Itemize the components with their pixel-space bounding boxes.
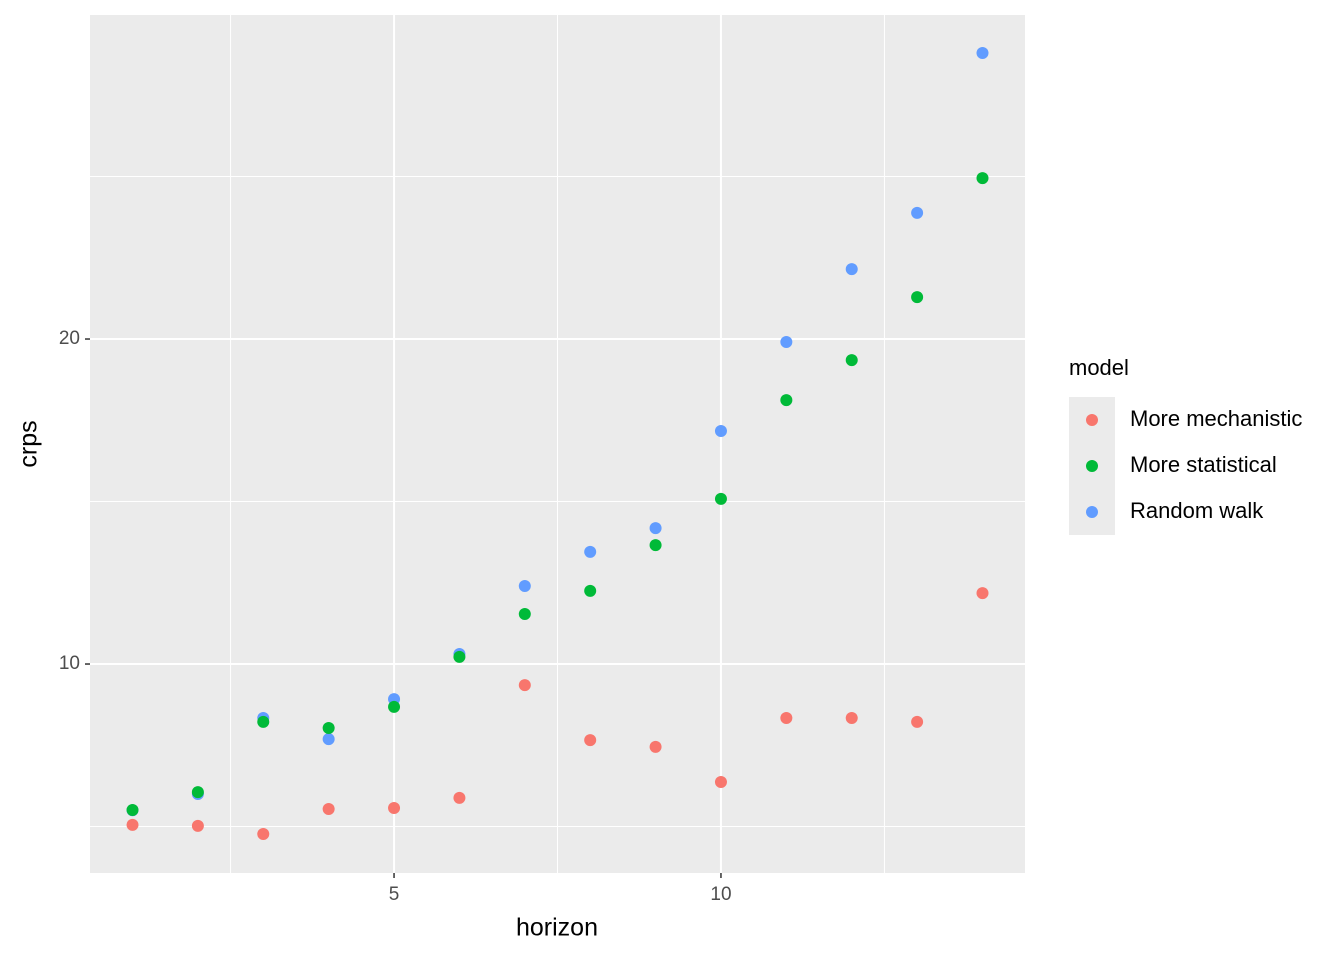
- point: [976, 172, 989, 185]
- point: [584, 734, 597, 747]
- point: [518, 580, 531, 593]
- point: [322, 733, 335, 746]
- legend-marker: [1086, 506, 1098, 518]
- point: [845, 711, 858, 724]
- point: [780, 394, 793, 407]
- legend-marker: [1086, 460, 1098, 472]
- legend-label: More statistical: [1130, 452, 1277, 477]
- point: [257, 715, 270, 728]
- point: [322, 802, 335, 815]
- point: [257, 828, 270, 840]
- legend-label: More mechanistic: [1130, 406, 1302, 431]
- point: [322, 722, 335, 735]
- point: [388, 700, 401, 713]
- point: [911, 291, 924, 304]
- point: [453, 650, 466, 663]
- point: [584, 545, 597, 558]
- point: [780, 711, 793, 724]
- point: [976, 47, 989, 60]
- point: [780, 335, 793, 348]
- x-axis-title: horizon: [516, 914, 598, 942]
- point: [911, 715, 924, 728]
- point: [584, 584, 597, 597]
- point: [126, 803, 139, 816]
- point: [845, 354, 858, 367]
- legend-marker: [1086, 414, 1098, 426]
- point: [714, 492, 727, 505]
- point: [518, 679, 531, 692]
- legend-title: model: [1069, 355, 1129, 380]
- point: [911, 206, 924, 219]
- point: [714, 776, 727, 788]
- y-tick-label: 10: [59, 653, 80, 674]
- legend-label: Random walk: [1130, 498, 1264, 523]
- point: [518, 607, 531, 620]
- point: [191, 819, 204, 832]
- point: [649, 740, 662, 753]
- x-tick-label: 5: [389, 884, 400, 905]
- point: [388, 802, 401, 814]
- point: [714, 425, 727, 437]
- y-axis-title: crps: [15, 420, 43, 467]
- point: [453, 791, 466, 804]
- x-tick-label: 10: [710, 884, 731, 905]
- point: [191, 786, 204, 799]
- point: [649, 522, 662, 535]
- point: [126, 818, 139, 831]
- y-tick-label: 20: [59, 328, 80, 349]
- point: [845, 263, 858, 276]
- point: [649, 539, 662, 552]
- point: [976, 587, 989, 600]
